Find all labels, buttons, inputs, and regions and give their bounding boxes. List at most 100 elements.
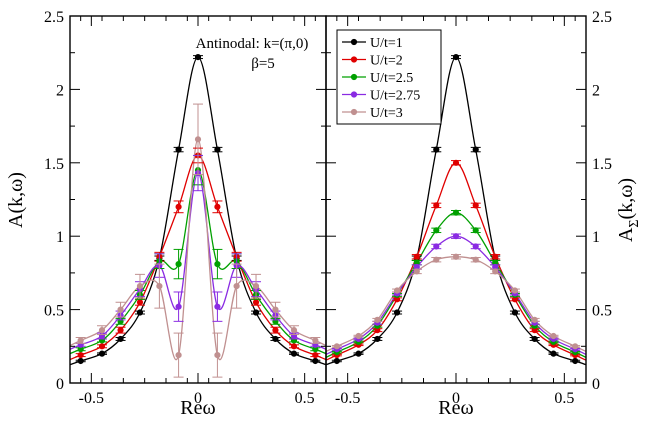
data-point [572,357,579,365]
data-point [452,209,460,216]
data-point [214,303,221,310]
y-tick-label: 0.5 [592,303,612,320]
x-tick-label: -0.5 [335,390,360,407]
legend-swatch-marker [350,73,358,81]
data-point [433,227,440,234]
data-point [472,146,479,153]
data-point [472,227,479,234]
x-tick-label: 0.5 [295,390,315,407]
y-tick-label: 2 [592,82,600,99]
data-point [117,335,124,343]
data-point [136,283,144,290]
data-point [272,327,279,334]
data-point [272,306,279,313]
y-tick-label: 2.5 [592,9,612,26]
points-layer [75,54,581,378]
data-point [355,332,362,340]
y-tick-label: 2.5 [44,9,64,26]
y-tick-label: 1 [592,229,600,246]
data-point [272,335,279,343]
data-point [472,243,479,250]
data-point [472,202,479,209]
data-point [290,350,298,357]
data-point [136,299,144,306]
right-y-axis-label-tail: (k,ω) [615,178,637,219]
data-point [175,146,182,153]
data-point [413,268,420,275]
data-point [492,253,499,260]
y-tick-label: 1.5 [44,156,64,173]
legend-label: U/t=1 [370,36,403,51]
right-x-axis-label: Reω [438,397,473,419]
legend-label: U/t=2.5 [370,71,413,86]
data-point [374,316,381,323]
data-point [312,337,319,344]
data-point [355,350,362,357]
data-point [214,352,221,359]
x-tick-label: 0 [452,390,460,407]
data-point [452,54,460,61]
data-point [550,350,557,357]
data-point [77,357,84,365]
data-point [175,303,182,310]
data-point [312,357,319,365]
data-point [194,136,202,143]
y-tick-label: 0 [592,376,600,393]
legend-swatch-marker [350,91,358,98]
data-point [194,54,202,61]
data-point [117,306,124,313]
data-point [374,335,381,343]
series-curve [69,169,327,355]
data-point [393,309,401,316]
data-point [413,253,420,260]
data-point [136,309,144,316]
data-point [531,316,538,323]
data-point [175,203,182,210]
data-point [452,253,460,260]
data-point [98,327,106,334]
data-point [252,283,260,290]
data-point [452,233,460,240]
data-point [511,309,519,316]
legend: U/t=1 U/t=2 U/t=2.5 U/t=2.75 U/t=3 [336,29,442,125]
left-y-axis-label: A(k,ω) [5,172,27,228]
data-point [214,260,221,268]
right-y-axis-label: AΣ(k,ω) [615,178,642,242]
y-tick-label: 1.5 [592,156,612,173]
data-point [393,287,401,294]
data-point [572,343,579,350]
legend-swatch-marker [350,56,358,63]
data-point [550,332,557,340]
data-point [77,352,84,359]
data-point [214,146,221,153]
data-point [452,159,460,166]
data-point [433,256,440,263]
data-point [252,309,260,316]
data-point [531,335,538,343]
data-point [77,337,84,344]
data-point [290,343,298,350]
series-curve [325,162,587,361]
legend-label: U/t=2 [370,54,403,69]
left-plot-frame [69,15,327,384]
data-point [98,350,106,357]
data-point [511,287,519,294]
legend-swatch-marker [350,108,358,116]
data-point [117,327,124,334]
left-x-axis-label: Reω [180,397,215,419]
data-point [252,299,260,306]
annotation-beta: β=5 [251,56,275,72]
right-y-axis-label-sub: Σ [627,219,642,227]
data-point [333,357,340,365]
data-point [312,352,319,359]
series-curve [69,172,327,350]
data-point [175,260,182,268]
legend-label: U/t=3 [370,106,403,121]
data-point [492,268,499,275]
data-point [472,256,479,263]
y-tick-label: 0.5 [44,303,64,320]
data-point [233,283,240,290]
annotation-antinodal: Antinodal: k=(π,0) [196,36,309,52]
ticks-layer [70,15,586,384]
